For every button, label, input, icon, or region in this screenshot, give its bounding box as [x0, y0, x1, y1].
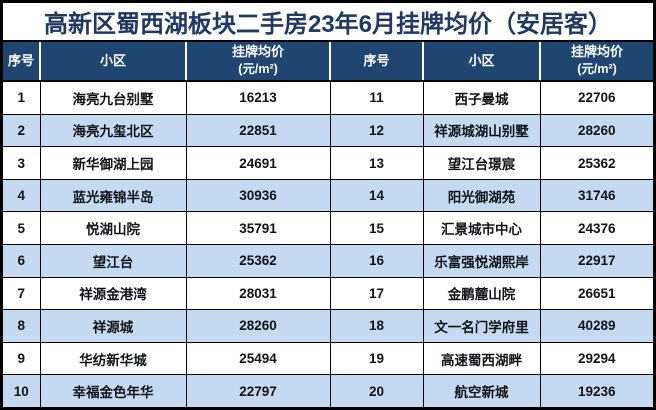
price-cell: 25362 — [185, 243, 331, 278]
header-price-right: 挂牌均价 (元/m²) — [539, 42, 653, 82]
header-price-label: 挂牌均价 — [231, 44, 284, 60]
row-index-cell: 13 — [329, 146, 424, 180]
table-row: 6 望江台 25362 16 乐富强悦湖熙岸 22917 — [3, 243, 653, 278]
price-cell: 24691 — [185, 146, 331, 180]
community-cell: 望江台璟宸 — [422, 146, 541, 180]
price-cell: 30936 — [185, 178, 331, 213]
community-cell: 航空新城 — [422, 374, 541, 407]
header-price-left: 挂牌均价 (元/m²) — [185, 42, 331, 82]
price-cell: 28031 — [185, 276, 331, 311]
row-index-cell: 18 — [329, 309, 424, 343]
price-cell: 25362 — [539, 146, 653, 180]
community-cell: 祥源金港湾 — [39, 276, 187, 311]
price-cell: 22706 — [539, 80, 653, 115]
community-cell: 幸福金色年华 — [39, 374, 187, 407]
table-row: 7 祥源金港湾 28031 17 金鹏麓山院 26651 — [3, 276, 653, 311]
row-index-cell: 3 — [3, 146, 41, 180]
table-row: 8 祥源城 28260 18 文一名门学府里 40289 — [3, 309, 653, 343]
community-cell: 祥源城湖山别墅 — [422, 113, 541, 148]
table-row: 4 蓝光雍锦半岛 30936 14 阳光御湖苑 31746 — [3, 178, 653, 213]
community-cell: 海亮九台别墅 — [39, 80, 187, 115]
header-community-right: 小区 — [422, 42, 541, 82]
row-index-cell: 15 — [329, 211, 424, 245]
table-row: 2 海亮九玺北区 22851 12 祥源城湖山别墅 28260 — [3, 113, 653, 148]
price-cell: 16213 — [185, 80, 331, 115]
community-cell: 蓝光雍锦半岛 — [39, 178, 187, 213]
price-cell: 22851 — [185, 113, 331, 148]
community-cell: 文一名门学府里 — [422, 309, 541, 343]
community-cell: 金鹏麓山院 — [422, 276, 541, 311]
price-cell: 31746 — [539, 178, 653, 213]
community-cell: 乐富强悦湖熙岸 — [422, 243, 541, 278]
community-cell: 汇景城市中心 — [422, 211, 541, 245]
row-index-cell: 17 — [329, 276, 424, 311]
community-cell: 新华御湖上园 — [39, 146, 187, 180]
row-index-cell: 8 — [3, 309, 41, 343]
community-cell: 高速蜀西湖畔 — [422, 341, 541, 376]
header-price-unit: (元/m²) — [238, 62, 278, 77]
row-index-cell: 14 — [329, 178, 424, 213]
header-index-left: 序号 — [3, 42, 41, 82]
price-cell: 19236 — [539, 374, 653, 407]
price-cell: 35791 — [185, 211, 331, 245]
row-index-cell: 11 — [329, 80, 424, 115]
row-index-cell: 12 — [329, 113, 424, 148]
price-cell: 28260 — [539, 113, 653, 148]
price-cell: 40289 — [539, 309, 653, 343]
row-index-cell: 2 — [3, 113, 41, 148]
price-cell: 26651 — [539, 276, 653, 311]
row-index-cell: 16 — [329, 243, 424, 278]
row-index-cell: 4 — [3, 178, 41, 213]
header-price-unit: (元/m²) — [577, 62, 617, 77]
header-row: 序号 小区 挂牌均价 (元/m²) 序号 小区 挂牌均价 (元/m²) — [3, 42, 653, 82]
header-community-left: 小区 — [39, 42, 187, 82]
price-cell: 22917 — [539, 243, 653, 278]
community-cell: 祥源城 — [39, 309, 187, 343]
row-index-cell: 7 — [3, 276, 41, 311]
community-cell: 海亮九玺北区 — [39, 113, 187, 148]
page-title: 高新区蜀西湖板块二手房23年6月挂牌均价（安居客） — [43, 11, 613, 38]
community-cell: 阳光御湖苑 — [422, 178, 541, 213]
listing-price-table: 序号 小区 挂牌均价 (元/m²) 序号 小区 挂牌均价 (元/m²) 1 海亮… — [3, 42, 653, 407]
table-row: 9 华纺新华城 25494 19 高速蜀西湖畔 29294 — [3, 341, 653, 376]
price-cell: 25494 — [185, 341, 331, 376]
community-cell: 华纺新华城 — [39, 341, 187, 376]
price-cell: 24376 — [539, 211, 653, 245]
row-index-cell: 10 — [3, 374, 41, 407]
table-row: 10 幸福金色年华 22797 20 航空新城 19236 — [3, 374, 653, 407]
price-cell: 28260 — [185, 309, 331, 343]
row-index-cell: 6 — [3, 243, 41, 278]
row-index-cell: 20 — [329, 374, 424, 407]
table-row: 1 海亮九台别墅 16213 11 西子曼城 22706 — [3, 80, 653, 115]
price-cell: 22797 — [185, 374, 331, 407]
table-row: 5 悦湖山院 35791 15 汇景城市中心 24376 — [3, 211, 653, 245]
row-index-cell: 19 — [329, 341, 424, 376]
community-cell: 悦湖山院 — [39, 211, 187, 245]
community-cell: 西子曼城 — [422, 80, 541, 115]
header-index-right: 序号 — [329, 42, 424, 82]
row-index-cell: 5 — [3, 211, 41, 245]
table-row: 3 新华御湖上园 24691 13 望江台璟宸 25362 — [3, 146, 653, 180]
row-index-cell: 9 — [3, 341, 41, 376]
community-cell: 望江台 — [39, 243, 187, 278]
header-price-label: 挂牌均价 — [570, 44, 623, 60]
row-index-cell: 1 — [3, 80, 41, 115]
price-cell: 29294 — [539, 341, 653, 376]
title-bar: 高新区蜀西湖板块二手房23年6月挂牌均价（安居客） — [3, 3, 653, 42]
